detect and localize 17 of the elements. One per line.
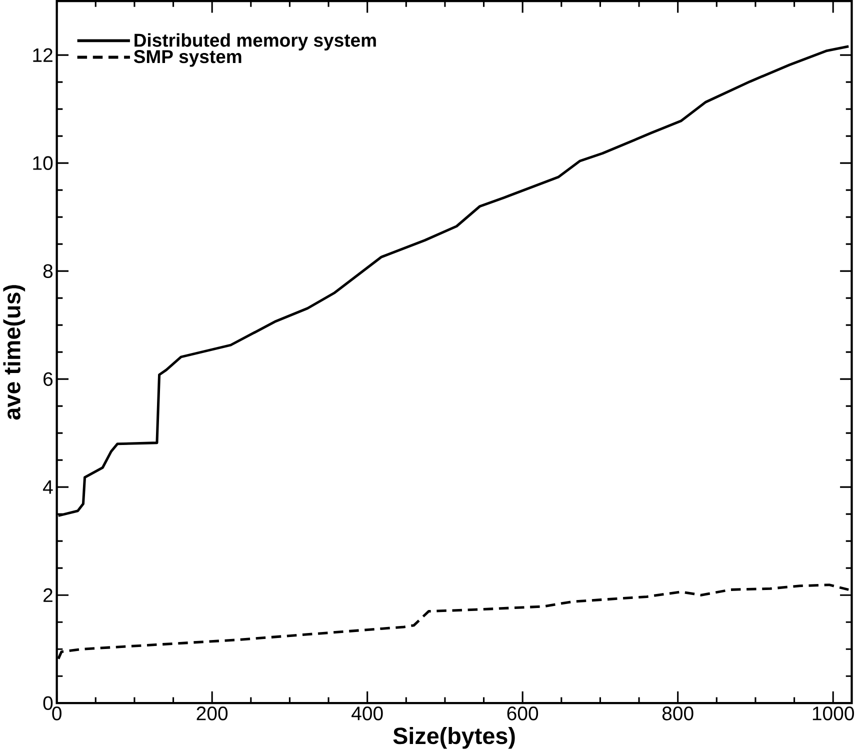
y-tick-label: 10 [33, 156, 53, 170]
x-tick-label: 0 [52, 706, 62, 720]
x-tick-label: 1000 [812, 706, 854, 720]
x-tick-label: 200 [196, 706, 228, 720]
y-tick-label: 6 [44, 372, 53, 386]
y-tick-label: 12 [33, 48, 52, 62]
y-tick-label: 2 [44, 588, 52, 602]
y-axis-title: ave time(us) [3, 285, 26, 420]
legend-label: SMP system [134, 50, 242, 67]
y-tick-label: 4 [43, 480, 53, 494]
x-axis-title: Size(bytes) [393, 726, 515, 749]
x-tick-label: 800 [662, 706, 694, 720]
x-tick-label: 400 [352, 706, 383, 720]
y-tick-label: 8 [43, 264, 53, 278]
y-tick-label: 0 [43, 696, 53, 710]
x-tick-label: 600 [507, 706, 538, 720]
legend-label: Distributed memory system [134, 33, 376, 50]
